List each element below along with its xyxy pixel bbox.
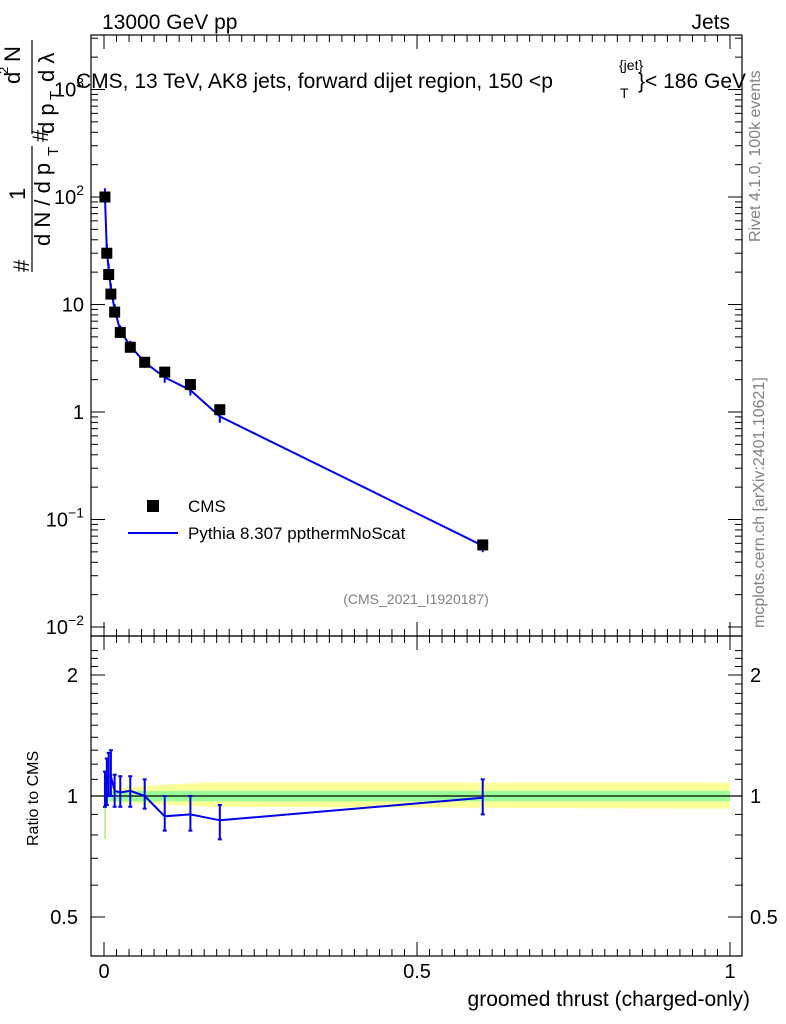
- cms-data-point: [214, 404, 226, 416]
- main-y-tick-label: 103: [54, 75, 84, 102]
- svg-text:d N / d p: d N / d p: [30, 163, 55, 246]
- rivet-version-label: Rivet 4.1.0, 100k events: [747, 70, 764, 242]
- cms-data-point: [99, 191, 111, 203]
- ratio-y-tick-label: 1: [67, 786, 78, 808]
- ratio-plot-series: [102, 749, 485, 841]
- x-axis-label: groomed thrust (charged-only): [468, 988, 750, 1011]
- svg-text:d p: d p: [34, 103, 59, 134]
- main-plot-frame: [90, 34, 743, 637]
- cms-data-point: [184, 379, 196, 391]
- legend: CMS Pythia 8.307 ppthermNoScat: [128, 497, 406, 543]
- x-tick-label: 0.5: [403, 961, 431, 983]
- ratio-y-tick-label-right: 0.5: [750, 907, 778, 929]
- cms-data-point: [159, 366, 171, 378]
- ratio-y-axis-label: Ratio to CMS: [25, 751, 42, 846]
- svg-text:N: N: [0, 46, 25, 62]
- main-y-tick-label: 102: [54, 182, 84, 209]
- plot-title-sub: T: [620, 85, 629, 101]
- svg-text:1: 1: [5, 188, 30, 200]
- main-y-tick-label: 10: [62, 295, 84, 317]
- main-y-tick-label: 10−1: [46, 505, 84, 532]
- svg-text:d: d: [0, 72, 25, 84]
- ratio-y-tick-label: 0.5: [50, 907, 78, 929]
- svg-text:#: #: [9, 259, 34, 272]
- main-plot-series: [99, 188, 489, 553]
- cms-data-point: [114, 326, 126, 338]
- cms-data-point: [124, 341, 136, 353]
- legend-pythia-label: Pythia 8.307 ppthermNoScat: [188, 524, 406, 543]
- cms-data-point: [477, 539, 489, 551]
- header-energy: 13000 GeV pp: [102, 11, 237, 34]
- ratio-y-tick-label-right: 1: [750, 786, 761, 808]
- ratio-uncertainty-bands: [91, 782, 742, 840]
- plot-title: CMS, 13 TeV, AK8 jets, forward dijet reg…: [76, 57, 746, 101]
- ratio-axis-ticks: 2 2 1 1 0.5 0.5 0 0.5 1: [50, 636, 778, 983]
- cms-data-point: [109, 306, 121, 318]
- legend-cms-marker: [147, 500, 159, 512]
- svg-text:T: T: [47, 91, 64, 100]
- svg-text:T: T: [45, 147, 62, 156]
- ratio-y-tick-label: 2: [67, 665, 78, 687]
- legend-cms-label: CMS: [188, 497, 226, 516]
- main-y-tick-label: 1: [73, 402, 84, 424]
- svg-text:#: #: [28, 129, 53, 142]
- ratio-y-tick-label-right: 2: [750, 665, 761, 687]
- cms-data-point: [103, 269, 115, 281]
- x-tick-label: 1: [724, 961, 735, 983]
- main-y-axis-label: # 1 d N / d p T # d 2 N d p T d λ: [0, 40, 64, 272]
- plot-title-tail: }< 186 GeV: [638, 70, 746, 93]
- main-y-tick-label: 10−2: [46, 612, 84, 639]
- svg-text:d λ: d λ: [34, 53, 59, 82]
- x-tick-label: 0: [98, 961, 109, 983]
- plot-title-text: CMS, 13 TeV, AK8 jets, forward dijet reg…: [76, 70, 553, 93]
- header-process: Jets: [691, 11, 730, 34]
- analysis-id-label: (CMS_2021_I1920187): [343, 591, 489, 607]
- svg-text:2: 2: [0, 67, 11, 74]
- mcplots-label: mcplots.cern.ch [arXiv:2401.10621]: [751, 377, 768, 628]
- cms-data-point: [139, 356, 151, 368]
- plot-title-sup: {jet}: [619, 57, 643, 73]
- cms-data-point: [105, 288, 117, 300]
- cms-data-point: [101, 247, 113, 259]
